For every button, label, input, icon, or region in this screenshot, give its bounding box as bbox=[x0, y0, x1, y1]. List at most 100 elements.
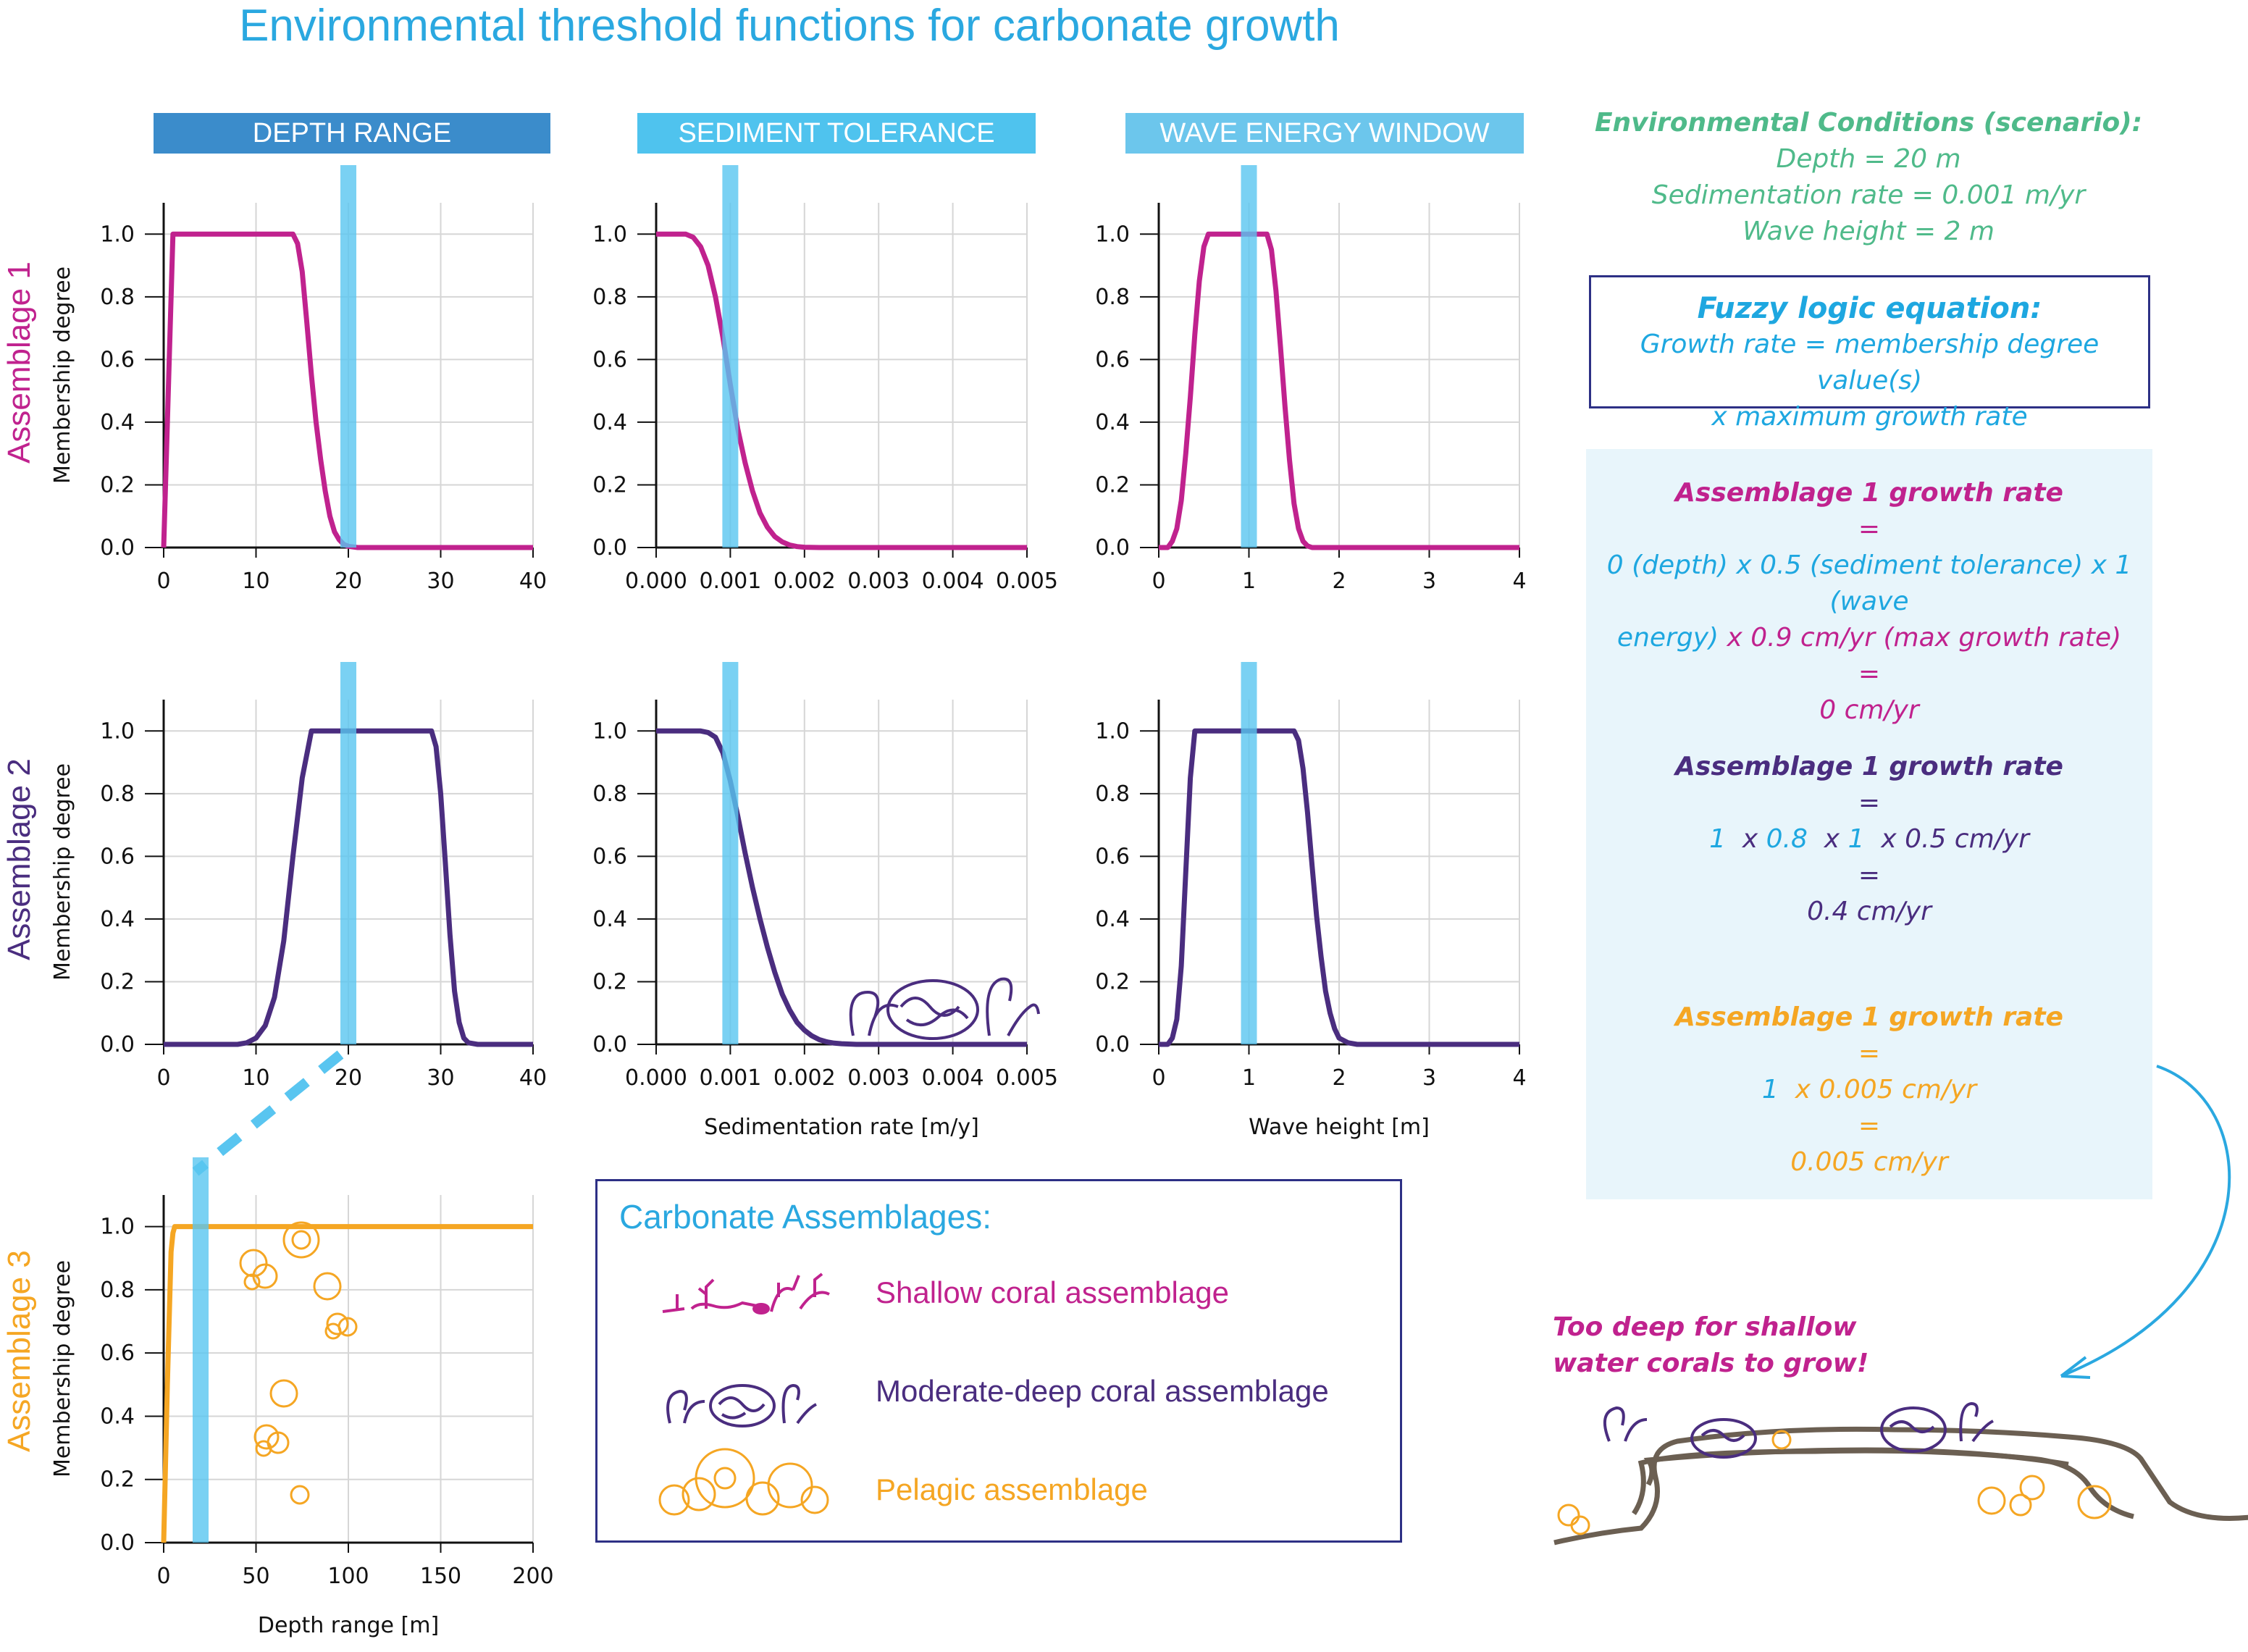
a1-depth-xtick-label: 30 bbox=[427, 569, 454, 594]
a1-depth-highlight-bar bbox=[340, 165, 356, 548]
environment-sedimentation: Sedimentation rate = 0.001 m/yr bbox=[1651, 180, 2086, 210]
a1-wave-xtick-label: 3 bbox=[1422, 569, 1436, 594]
calc1-product-energy: energy) bbox=[1616, 623, 1719, 653]
a2-depth-ytick-label: 0.6 bbox=[100, 844, 135, 869]
calc2-max: x 0.5 cm/yr bbox=[1881, 824, 2029, 854]
a3-depth-ytick-label: 0.8 bbox=[100, 1278, 135, 1303]
pelagic-icon bbox=[658, 1448, 829, 1516]
a2-wave-xtick-label: 2 bbox=[1332, 1065, 1346, 1091]
a2-wave-ytick-label: 0.4 bbox=[1095, 907, 1130, 932]
pelagic-particles bbox=[239, 1221, 358, 1505]
a1-sed-xtick-label: 0.000 bbox=[625, 569, 687, 594]
calc1-equals: = bbox=[1858, 514, 1881, 544]
a2-depth-ytick-label: 0.0 bbox=[100, 1032, 135, 1057]
a1-sed-xtick-label: 0.005 bbox=[996, 569, 1058, 594]
calc3-max: x 0.005 cm/yr bbox=[1795, 1075, 1977, 1104]
a3-depth-ytick-label: 1.0 bbox=[100, 1215, 135, 1240]
a2-wave-xtick-label: 1 bbox=[1242, 1065, 1256, 1091]
calc2-equals-2: = bbox=[1858, 860, 1881, 890]
a2-sed-xtick-label: 0.003 bbox=[847, 1065, 910, 1091]
a2-depth-ylabel: Membership degree bbox=[50, 763, 75, 981]
fuzzy-heading: Fuzzy logic equation: bbox=[1697, 292, 2042, 325]
a2-wave-ytick-label: 0.0 bbox=[1095, 1032, 1130, 1057]
a1-depth-xtick-label: 20 bbox=[335, 569, 362, 594]
a2-sed-xtick-label: 0.002 bbox=[773, 1065, 836, 1091]
a2-wave-ytick-label: 0.2 bbox=[1095, 969, 1130, 994]
a1-depth-ytick-label: 0.6 bbox=[100, 347, 135, 372]
a1-sed-ytick-label: 1.0 bbox=[592, 222, 627, 247]
fuzzy-line-1: Growth rate = membership degree value(s) bbox=[1640, 330, 2100, 395]
a2-sed-highlight-bar bbox=[722, 662, 739, 1044]
a2-sed-xlabel: Sedimentation rate [m/y] bbox=[704, 1115, 979, 1140]
a2-sed-curve bbox=[656, 728, 1027, 1047]
a2-wave-highlight-bar bbox=[1241, 662, 1257, 1044]
legend-icons bbox=[658, 1272, 830, 1516]
a1-depth-ytick-label: 0.4 bbox=[100, 410, 135, 435]
calc-assemblage-1: Assemblage 1 growth rate = 0 (depth) x 0… bbox=[1586, 475, 2152, 729]
calc3-equals-2: = bbox=[1858, 1111, 1881, 1141]
a3-depth-xtick-label: 150 bbox=[420, 1564, 461, 1589]
a2-depth-curve bbox=[164, 728, 533, 1047]
a2-wave-ytick-label: 1.0 bbox=[1095, 718, 1130, 744]
a1-depth-xtick-label: 0 bbox=[156, 569, 170, 594]
calc1-equals-2: = bbox=[1858, 659, 1881, 689]
too-deep-note: Too deep for shallow water corals to gro… bbox=[1553, 1309, 1869, 1382]
a2-sed-ytick-label: 0.6 bbox=[592, 844, 627, 869]
header-sediment-tolerance: SEDIMENT TOLERANCE bbox=[637, 113, 1036, 154]
a1-sed-ytick-label: 0.2 bbox=[592, 472, 627, 498]
a1-sed-ytick-label: 0.0 bbox=[592, 535, 627, 561]
calc-assemblage-2: Assemblage 1 growth rate = 1 x 0.8 x 1 x… bbox=[1586, 749, 2152, 930]
environment-depth: Depth = 20 m bbox=[1776, 144, 1961, 174]
a2-depth-xtick-label: 20 bbox=[335, 1065, 362, 1091]
a1-sed-xtick-label: 0.001 bbox=[699, 569, 761, 594]
shallow-coral-icon bbox=[662, 1272, 830, 1315]
a3-depth-xlabel: Depth range [m] bbox=[258, 1613, 439, 1638]
legend-item-pelagic: Pelagic assemblage bbox=[876, 1472, 1148, 1506]
a2-wave-ytick-label: 0.6 bbox=[1095, 844, 1130, 869]
a3-depth-ytick-label: 0.2 bbox=[100, 1467, 135, 1493]
calc-assemblage-3: Assemblage 1 growth rate = 1 x 0.005 cm/… bbox=[1586, 999, 2152, 1181]
calc2-value-2: 0.8 bbox=[1766, 824, 1808, 854]
a2-depth-xtick-label: 30 bbox=[427, 1065, 454, 1091]
growth-rate-calculations: Assemblage 1 growth rate = 0 (depth) x 0… bbox=[1586, 449, 2152, 1199]
a2-sed-ytick-label: 0.8 bbox=[592, 781, 627, 807]
a3-depth-xtick-label: 0 bbox=[156, 1564, 170, 1589]
a1-wave-ytick-label: 0.2 bbox=[1095, 472, 1130, 498]
calc1-heading: Assemblage 1 growth rate bbox=[1675, 478, 2063, 508]
a1-sed-xtick-label: 0.004 bbox=[922, 569, 984, 594]
too-deep-note-line-1: Too deep for shallow bbox=[1553, 1312, 1857, 1342]
a2-depth-highlight-bar bbox=[340, 662, 356, 1044]
a3-depth-ylabel: Membership degree bbox=[50, 1260, 75, 1477]
a2-depth-xtick-label: 0 bbox=[156, 1065, 170, 1091]
a1-wave-ytick-label: 0.8 bbox=[1095, 285, 1130, 310]
a1-depth-ytick-label: 0.8 bbox=[100, 285, 135, 310]
a1-depth-ytick-label: 0.2 bbox=[100, 472, 135, 498]
header-depth-range: DEPTH RANGE bbox=[154, 113, 550, 154]
calc2-result: 0.4 cm/yr bbox=[1807, 897, 1932, 926]
a2-wave-xtick-label: 4 bbox=[1512, 1065, 1526, 1091]
a1-depth-xtick-label: 40 bbox=[519, 569, 547, 594]
a2-wave-xlabel: Wave height [m] bbox=[1249, 1115, 1430, 1140]
calc2-value-1: 1 bbox=[1709, 824, 1726, 854]
a3-depth-xtick-label: 50 bbox=[242, 1564, 269, 1589]
a1-depth-xtick-label: 10 bbox=[242, 569, 269, 594]
calc1-result: 0 cm/yr bbox=[1819, 695, 1919, 725]
a2-depth-ytick-label: 1.0 bbox=[100, 718, 135, 744]
a1-sed-xtick-label: 0.002 bbox=[773, 569, 836, 594]
calc3-result: 0.005 cm/yr bbox=[1790, 1147, 1948, 1177]
a2-sed-ytick-label: 1.0 bbox=[592, 718, 627, 744]
legend-item-shallow: Shallow coral assemblage bbox=[876, 1275, 1229, 1309]
reef-cross-section bbox=[1553, 1426, 2248, 1546]
calc1-product-max: x 0.9 cm/yr (max growth rate) bbox=[1719, 623, 2122, 653]
a2-depth-xtick-label: 40 bbox=[519, 1065, 547, 1091]
a1-wave-ytick-label: 0.6 bbox=[1095, 347, 1130, 372]
calc3-heading: Assemblage 1 growth rate bbox=[1675, 1002, 2063, 1032]
assemblage-legend: Carbonate Assemblages: Shallow coral ass… bbox=[595, 1179, 1402, 1543]
legend-item-moderate: Moderate-deep coral assemblage bbox=[876, 1374, 1329, 1408]
fuzzy-line-2: x maximum growth rate bbox=[1711, 402, 2028, 432]
a2-depth-ytick-label: 0.2 bbox=[100, 969, 135, 994]
legend-title: Carbonate Assemblages: bbox=[619, 1198, 991, 1236]
a1-wave-ytick-label: 1.0 bbox=[1095, 222, 1130, 247]
